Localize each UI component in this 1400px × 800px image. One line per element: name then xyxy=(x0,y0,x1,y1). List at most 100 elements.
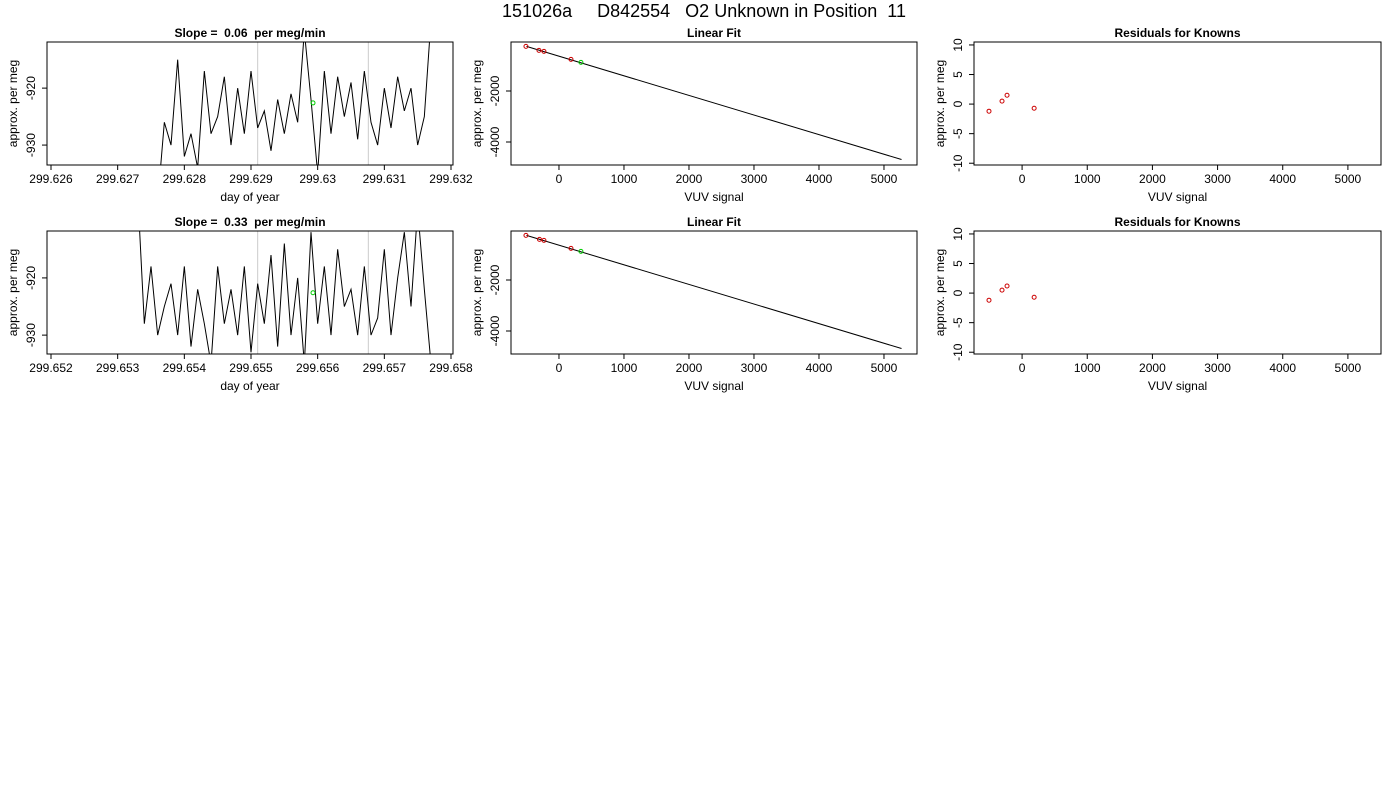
panel-title: Slope = 0.06 per meg/min xyxy=(174,26,325,40)
x-tick-label: 299.631 xyxy=(363,172,407,186)
y-tick-label: -4000 xyxy=(488,315,502,346)
y-tick-label: 5 xyxy=(951,260,965,267)
known-point xyxy=(999,287,1005,293)
y-tick-label: 0 xyxy=(951,100,965,107)
known-point xyxy=(1031,105,1037,111)
y-tick-label: -10 xyxy=(951,154,965,172)
x-axis-label: VUV signal xyxy=(684,190,743,204)
x-tick-label: 4000 xyxy=(806,172,833,186)
x-tick-label: 4000 xyxy=(806,361,833,375)
x-tick-label: 299.657 xyxy=(363,361,407,375)
known-point xyxy=(1031,294,1037,300)
x-tick-label: 2000 xyxy=(676,361,703,375)
x-tick-label: 299.626 xyxy=(29,172,73,186)
y-axis-label: approx. per meg xyxy=(933,249,947,336)
y-tick-label: 0 xyxy=(951,289,965,296)
plot-box xyxy=(46,41,454,166)
y-tick-label: -930 xyxy=(24,133,38,157)
x-tick-label: 299.656 xyxy=(296,361,340,375)
x-tick-label: 299.653 xyxy=(96,361,140,375)
y-tick-label: -4000 xyxy=(488,126,502,157)
plot-area xyxy=(160,42,430,165)
y-axis-label: approx. per meg xyxy=(6,60,20,147)
x-tick-label: 299.654 xyxy=(163,361,207,375)
panel-title: Linear Fit xyxy=(687,26,741,40)
x-axis-label: VUV signal xyxy=(1148,379,1207,393)
known-point xyxy=(523,232,529,238)
x-tick-label: 5000 xyxy=(871,172,898,186)
x-tick-label: 2000 xyxy=(1139,172,1166,186)
plot-box xyxy=(973,41,1382,166)
x-tick-label: 1000 xyxy=(611,172,638,186)
x-axis-label: day of year xyxy=(220,379,279,393)
x-tick-label: 5000 xyxy=(871,361,898,375)
x-tick-label: 3000 xyxy=(1204,172,1231,186)
y-tick-label: -10 xyxy=(951,343,965,361)
panel-title: Linear Fit xyxy=(687,215,741,229)
y-tick-label: 10 xyxy=(951,38,965,52)
x-tick-label: 4000 xyxy=(1269,361,1296,375)
known-point xyxy=(541,48,547,54)
y-tick-label: -920 xyxy=(24,76,38,100)
x-tick-label: 0 xyxy=(1019,361,1026,375)
x-tick-label: 3000 xyxy=(741,361,768,375)
y-tick-label: -5 xyxy=(951,317,965,328)
y-tick-label: -930 xyxy=(24,323,38,347)
unknown-point xyxy=(310,100,316,106)
data-line xyxy=(160,42,430,165)
x-axis-label: VUV signal xyxy=(1148,190,1207,204)
y-tick-label: -2000 xyxy=(488,75,502,106)
x-tick-label: 0 xyxy=(556,361,563,375)
x-tick-label: 2000 xyxy=(1139,361,1166,375)
y-tick-label: 10 xyxy=(951,227,965,241)
panel-title: Residuals for Knowns xyxy=(1114,215,1240,229)
known-point xyxy=(999,98,1005,104)
plot-area xyxy=(523,232,902,349)
unknown-point xyxy=(578,59,584,65)
x-tick-label: 1000 xyxy=(1074,172,1101,186)
x-tick-label: 299.627 xyxy=(96,172,140,186)
known-point xyxy=(986,297,992,303)
known-point xyxy=(536,47,542,53)
x-tick-label: 299.628 xyxy=(163,172,207,186)
plot-area xyxy=(523,43,902,160)
x-tick-label: 299.655 xyxy=(229,361,273,375)
x-tick-label: 299.652 xyxy=(29,361,73,375)
known-point xyxy=(568,245,574,251)
y-axis-label: approx. per meg xyxy=(933,60,947,147)
x-tick-label: 0 xyxy=(556,172,563,186)
x-tick-label: 5000 xyxy=(1335,172,1362,186)
x-tick-label: 4000 xyxy=(1269,172,1296,186)
x-tick-label: 299.632 xyxy=(429,172,473,186)
plot-box xyxy=(46,230,454,355)
x-axis-label: VUV signal xyxy=(684,379,743,393)
unknown-point xyxy=(310,290,316,296)
known-point xyxy=(1004,283,1010,289)
known-point xyxy=(986,108,992,114)
plot-box xyxy=(510,230,918,355)
main-title: 151026a D842554 O2 Unknown in Position 1… xyxy=(502,1,906,21)
x-axis-label: day of year xyxy=(220,190,279,204)
panel-title: Residuals for Knowns xyxy=(1114,26,1240,40)
y-tick-label: -5 xyxy=(951,128,965,139)
known-point xyxy=(536,236,542,242)
y-tick-label: -920 xyxy=(24,266,38,290)
data-line xyxy=(139,231,431,354)
plot-area xyxy=(986,92,1037,114)
panel-title: Slope = 0.33 per meg/min xyxy=(174,215,325,229)
x-tick-label: 1000 xyxy=(611,361,638,375)
plot-box xyxy=(510,41,918,166)
fit-line xyxy=(526,234,902,349)
y-axis-label: approx. per meg xyxy=(470,60,484,147)
x-tick-label: 299.63 xyxy=(299,172,336,186)
unknown-point xyxy=(578,248,584,254)
plot-box xyxy=(973,230,1382,355)
y-axis-label: approx. per meg xyxy=(470,249,484,336)
plot-area xyxy=(986,283,1037,303)
x-tick-label: 0 xyxy=(1019,172,1026,186)
known-point xyxy=(1004,92,1010,98)
known-point xyxy=(523,43,529,49)
known-point xyxy=(568,56,574,62)
x-tick-label: 5000 xyxy=(1335,361,1362,375)
